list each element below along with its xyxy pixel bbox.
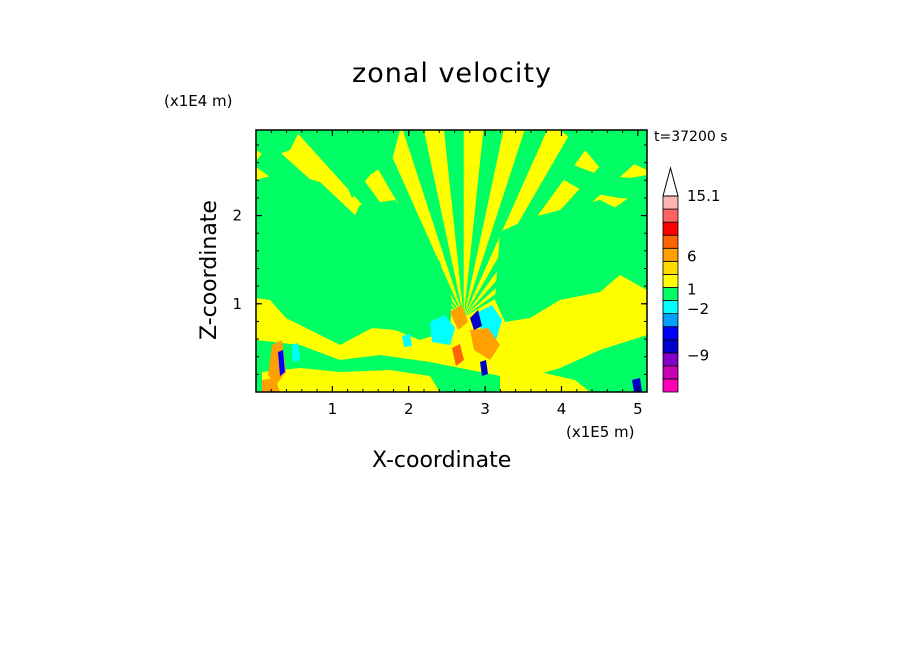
x-tick-label: 3: [480, 400, 490, 418]
fan-stripe: [463, 184, 647, 318]
colorbar-swatch: [662, 221, 679, 236]
field-region: [450, 305, 468, 330]
colorbar-swatch: [662, 352, 679, 367]
colorbar-swatch: [662, 313, 679, 328]
x-tick-label: 5: [633, 400, 643, 418]
colorbar-swatch: [662, 195, 679, 210]
field-region: [262, 368, 440, 392]
chart-title: zonal velocity: [352, 58, 552, 89]
field-region: [278, 350, 285, 376]
fan-stripe: [463, 130, 601, 318]
field-region: [452, 344, 464, 366]
fan-stripe: [402, 130, 464, 318]
fan-stripe: [256, 143, 464, 318]
x-axis-label: X-coordinate: [372, 448, 512, 473]
colorbar-swatch: [662, 339, 679, 354]
colorbar-swatch: [662, 247, 679, 262]
x-tick-label: 4: [557, 400, 567, 418]
field-region: [256, 172, 452, 345]
fan-stripe: [355, 130, 464, 318]
colorbar-swatch: [662, 273, 679, 288]
field-region: [632, 378, 642, 392]
x-tick-label: 1: [328, 400, 338, 418]
field-region: [402, 334, 412, 347]
colorbar-extend-arrow: [662, 166, 679, 197]
colorbar-label: 6: [687, 247, 697, 265]
fan-stripe: [444, 130, 464, 318]
wave-fan-stripes: [256, 130, 647, 318]
colorbar-swatch: [662, 378, 679, 393]
field-region: [262, 378, 280, 392]
x-tick-label: 2: [404, 400, 414, 418]
colorbar-swatch: [662, 234, 679, 249]
x-axis-unit: (x1E5 m): [566, 423, 635, 441]
z-tick-label: 2: [232, 207, 242, 225]
colorbar-label: −2: [687, 300, 709, 318]
colorbar-swatch: [662, 287, 679, 301]
colorbar-label: 1: [687, 280, 697, 298]
fan-stripe: [463, 130, 548, 318]
field-region: [292, 343, 300, 362]
field-region: [480, 360, 488, 376]
colorbar-label: 15.1: [687, 187, 720, 205]
plot-frame: [255, 129, 648, 393]
field-region: [500, 372, 590, 392]
colorbar-label: −9: [687, 347, 709, 365]
z-axis: 12: [232, 144, 647, 375]
field-region: [430, 315, 455, 345]
z-tick-label: 1: [232, 295, 242, 313]
field-region: [470, 310, 482, 330]
fan-stripe: [463, 130, 504, 318]
fan-stripe: [294, 130, 464, 318]
z-axis-unit: (x1E4 m): [164, 92, 233, 110]
colorbar-swatch: [662, 208, 679, 223]
field-region: [470, 328, 500, 360]
colorbar-swatch: [662, 326, 679, 341]
time-label: t=37200 s: [654, 129, 728, 145]
colorbar-swatch: [662, 300, 679, 314]
velocity-field: [256, 130, 647, 392]
fan-stripe: [463, 130, 647, 318]
colorbar-swatch: [662, 365, 679, 380]
colorbar-swatch: [662, 260, 679, 275]
colorbar: 15.1 6 1 −2 −9: [662, 166, 720, 393]
x-axis: 1 2 3 4 5: [270, 130, 643, 418]
